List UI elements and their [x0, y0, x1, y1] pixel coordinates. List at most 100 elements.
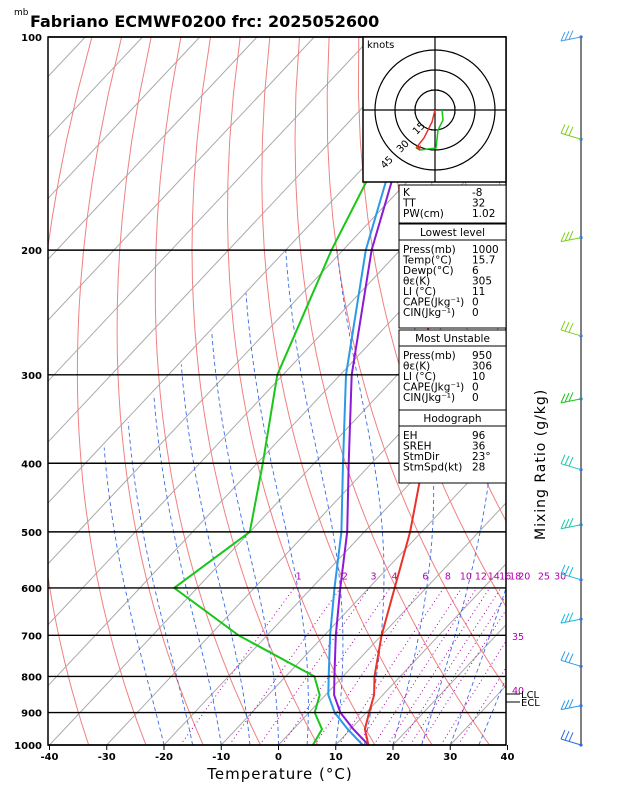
temperature-tick-label: 10	[329, 752, 343, 763]
pressure-tick-label: 600	[21, 584, 42, 595]
mixing-ratio-line	[338, 587, 445, 745]
dewpoint-profile-line	[172, 37, 442, 745]
wind-barb-flag	[564, 125, 570, 135]
section-title: Lowest level	[420, 227, 485, 239]
mixing-ratio-line	[440, 640, 506, 745]
pressure-tick-label: 1000	[14, 741, 42, 752]
index-value: 950	[472, 350, 492, 362]
moist-adiabat	[211, 330, 279, 745]
hodograph: knots 15 30 45	[362, 36, 507, 183]
wind-barb-shaft	[560, 329, 582, 337]
moist-adiabat	[508, 250, 618, 745]
wind-barb-flag	[560, 613, 566, 624]
mixing-ratio-label: 30	[554, 572, 566, 583]
dry-adiabat	[326, 37, 506, 690]
wind-barb-flag	[560, 124, 566, 134]
pressure-tick-label: 400	[21, 459, 42, 470]
isotherm-line	[220, 441, 506, 745]
storm-motion-marker	[416, 145, 421, 151]
isotherm-line	[48, 197, 506, 687]
mixing-ratio-line	[281, 587, 391, 745]
table-section	[398, 223, 507, 329]
wind-barb-flag	[568, 653, 574, 663]
dry-adiabat	[596, 37, 618, 745]
pressure-tick-label: 200	[21, 246, 42, 257]
index-value: 36	[472, 441, 486, 453]
mixing-ratio-line	[399, 587, 502, 745]
wind-barb-flag	[564, 565, 570, 576]
mixing-ratio-line	[409, 594, 506, 745]
isotherm-line	[48, 37, 372, 382]
wind-barb-shaft	[560, 398, 582, 404]
mixing-ratio-label: 18	[509, 572, 521, 583]
pressure-tick-label: 100	[21, 33, 42, 44]
index-label: TT	[402, 198, 416, 210]
dry-adiabat	[566, 37, 618, 745]
index-label: StmDir	[403, 451, 440, 463]
hodograph-units: knots	[367, 40, 394, 51]
index-value: 15.7	[472, 255, 495, 267]
temperature-tick-label: 30	[443, 752, 457, 763]
index-value: 11	[472, 286, 485, 298]
indices-table: K -8 TT 32 PW(cm) 1.02 Lowest level Press(mb) 10…	[398, 184, 507, 484]
isotherm-line	[48, 37, 86, 78]
moist-adiabat	[392, 250, 435, 745]
mixing-ratio-label: 2	[342, 572, 348, 583]
dry-adiabat	[191, 37, 319, 745]
wind-barb-flag	[568, 517, 574, 528]
moist-adiabat	[245, 293, 309, 745]
wind-barb-shaft	[560, 705, 582, 711]
index-value: 96	[472, 430, 486, 442]
hodograph-trace-red	[415, 109, 436, 149]
index-value: 10	[472, 371, 485, 383]
index-value: 0	[472, 307, 479, 319]
wind-barb-shaft	[560, 36, 582, 42]
index-label: Press(mb)	[403, 244, 456, 256]
wind-barb-flag	[564, 455, 570, 466]
wind-barb-flag	[568, 566, 574, 577]
index-label: θε(K)	[403, 361, 430, 373]
wind-barb-shaft	[560, 463, 582, 471]
wind-barb-flag	[568, 323, 574, 333]
index-label: CAPE(Jkg⁻¹)	[403, 382, 464, 394]
index-label: LI (°C)	[403, 286, 436, 298]
index-label: CIN(Jkg⁻¹)	[403, 392, 455, 404]
pressure-unit: mb	[14, 8, 29, 18]
wind-barb-flag	[560, 651, 566, 661]
level-marker-label: LCL	[521, 690, 540, 701]
wind-barb-flag	[560, 700, 566, 710]
table-section	[398, 409, 507, 484]
wind-level-dot	[579, 578, 583, 582]
wind-barb-flag	[564, 321, 570, 332]
wind-barb-flag	[564, 392, 570, 403]
temperature-tick-label: 0	[275, 752, 282, 763]
moist-adiabat	[153, 394, 222, 745]
dry-adiabat	[261, 37, 433, 745]
index-label: CAPE(Jkg⁻¹)	[403, 297, 464, 309]
dry-adiabat	[48, 37, 93, 745]
parcel-profile-line	[327, 161, 393, 745]
wind-barb-shaft	[560, 738, 582, 746]
wind-barb-shaft	[560, 524, 582, 530]
dry-adiabat	[76, 37, 147, 745]
mixing-ratio-label: 12	[475, 572, 487, 583]
wind-barb-flag	[564, 30, 570, 41]
wind-barb-flag	[568, 30, 574, 40]
isotherm-line	[48, 37, 430, 443]
pressure-tick-label: 300	[21, 371, 42, 382]
wind-barb-flag	[560, 564, 566, 575]
moist-adiabat	[127, 422, 194, 745]
index-value: 6	[472, 265, 479, 277]
dry-adiabat	[226, 37, 376, 745]
wind-barb-flag	[560, 393, 566, 404]
temperature-tick-label: -20	[155, 752, 173, 763]
index-value: 0	[472, 382, 479, 394]
wind-barb-flag	[568, 612, 574, 622]
level-marker-label: ECL	[521, 698, 540, 709]
index-value: 1000	[472, 244, 499, 256]
isotherm-line	[278, 502, 506, 745]
index-value: 0	[472, 392, 479, 404]
mixing-ratio-label: 20	[518, 572, 530, 583]
wind-barb-flag	[564, 231, 570, 242]
